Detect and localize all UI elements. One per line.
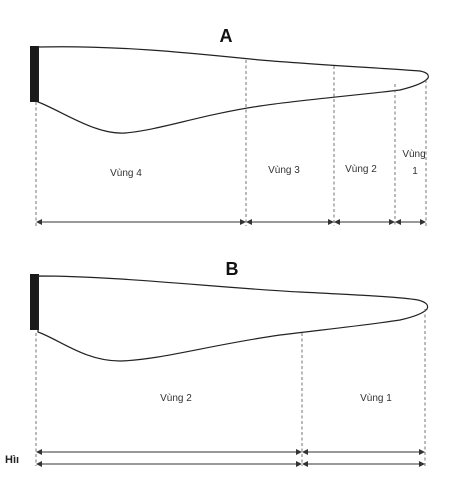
diagram-a: A Vùng 4 Vùng 3 Vùng 2 Vùng 1 [30,26,429,226]
zone-label-a-1-line1: Vùng [402,149,425,160]
diagram-a-title: A [220,26,233,46]
dimension-arrow-b-1-upper [302,449,425,455]
dimension-arrow-b-2-lower [36,461,302,467]
diagram-b-guides [35,309,426,466]
diagram-a-outline [37,46,429,134]
dimension-arrow-a-2 [334,219,395,225]
zone-label-a-4: Vùng 4 [110,168,142,179]
zone-label-a-3: Vùng 3 [268,165,300,176]
dimension-arrow-b-2-upper [36,449,302,455]
dimension-arrow-a-3 [246,219,334,225]
diagram-a-dimension-arrows [36,219,426,225]
dimension-arrow-a-4 [36,219,246,225]
zone-label-a-1-line2: 1 [412,166,418,177]
diagram-b-title: B [226,259,239,279]
diagram-b-dimension-arrows [36,449,425,467]
corner-label: Hìı [5,454,19,466]
zone-label-b-2: Vùng 2 [160,393,192,404]
dimension-arrow-a-1 [395,219,426,225]
zone-label-a-2: Vùng 2 [345,164,377,175]
dimension-arrow-b-1-lower [302,461,425,467]
diagram-a-guides [35,60,427,226]
diagram-a-base-bar [30,46,39,102]
zone-label-b-1: Vùng 1 [360,393,392,404]
diagram-b-outline [37,275,429,362]
diagram-b: B Vùng 2 Vùng 1 [5,259,429,467]
diagram-b-base-bar [30,274,39,330]
